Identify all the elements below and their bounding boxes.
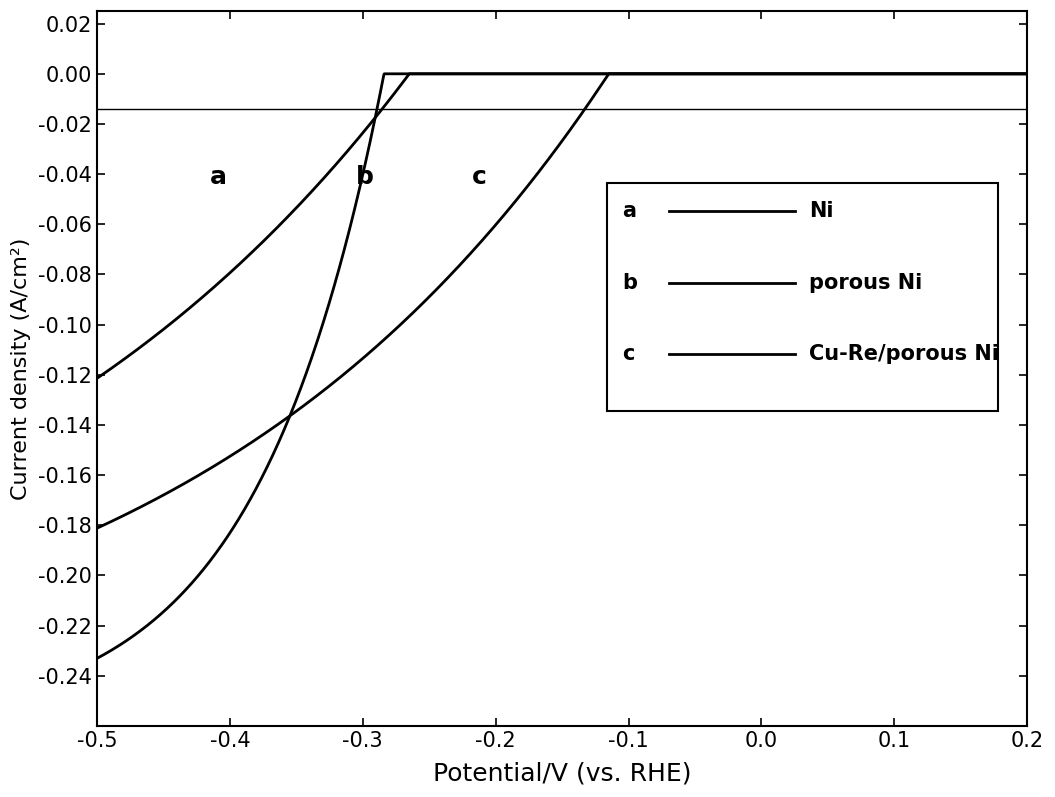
Text: a: a (210, 165, 227, 189)
Text: b: b (622, 273, 637, 292)
Text: a: a (622, 202, 636, 222)
Text: Ni: Ni (809, 202, 833, 222)
X-axis label: Potential/V (vs. RHE): Potential/V (vs. RHE) (433, 762, 691, 786)
Y-axis label: Current density (A/cm²): Current density (A/cm²) (12, 238, 31, 500)
Text: b: b (357, 165, 373, 189)
Text: porous Ni: porous Ni (809, 273, 922, 292)
Text: c: c (622, 344, 635, 364)
Text: Cu-Re/porous Ni: Cu-Re/porous Ni (809, 344, 998, 364)
Text: c: c (472, 165, 486, 189)
FancyBboxPatch shape (607, 183, 998, 411)
